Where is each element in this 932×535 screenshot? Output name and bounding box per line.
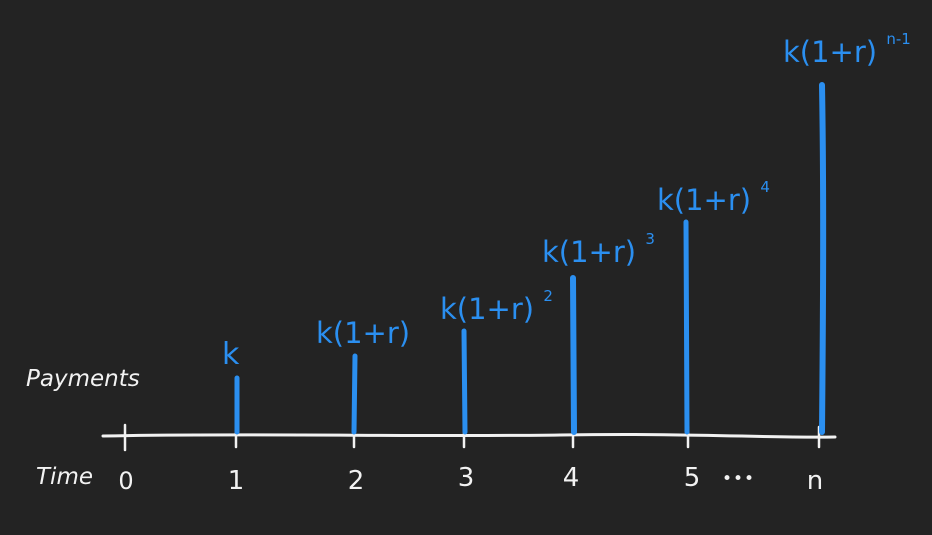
tick-label-0: 0 xyxy=(118,467,133,495)
payment-label-2-base: k(1+r) xyxy=(316,316,410,350)
payment-bars xyxy=(234,82,827,435)
payments-label: Payments xyxy=(26,366,140,392)
payment-label-3-exp: 2 xyxy=(543,287,553,305)
payment-label-n: k(1+r) n-1 xyxy=(783,30,911,69)
axis-ticks xyxy=(123,423,821,452)
payment-label-4-base: k(1+r) xyxy=(542,235,636,269)
payment-bar-3 xyxy=(461,328,468,435)
tick-label-3: 3 xyxy=(458,463,475,493)
payment-label-n-base: k(1+r) xyxy=(783,35,877,69)
payment-label-5: k(1+r) 4 xyxy=(657,178,770,217)
time-tick-labels: 0 1 2 3 4 5 n xyxy=(118,463,823,496)
payment-label-1-base: k xyxy=(222,337,240,372)
payment-label-3: k(1+r) 2 xyxy=(440,287,553,326)
payment-label-n-exp: n-1 xyxy=(886,30,910,48)
payment-bar-5 xyxy=(683,219,690,435)
time-label: Time xyxy=(36,464,93,490)
payment-bar-4 xyxy=(570,275,577,435)
tick-label-4: 4 xyxy=(563,463,580,493)
payment-bar-2 xyxy=(351,353,358,435)
payment-bar-n xyxy=(819,82,827,435)
payment-label-5-exp: 4 xyxy=(760,178,770,196)
payment-label-5-base: k(1+r) xyxy=(657,183,751,217)
time-axis xyxy=(101,433,837,439)
payment-label-4-exp: 3 xyxy=(645,230,655,248)
payment-label-4: k(1+r) 3 xyxy=(542,230,655,269)
tick-label-1: 1 xyxy=(228,466,245,496)
payment-label-1: k xyxy=(222,337,240,372)
tick-label-n: n xyxy=(807,466,823,496)
time-ellipsis: ••• xyxy=(722,469,755,489)
payment-label-3-base: k(1+r) xyxy=(440,292,534,326)
payment-labels: k k(1+r) k(1+r) 2 k(1+r) 3 k(1+r) 4 k(1+… xyxy=(222,30,911,372)
payment-label-2: k(1+r) xyxy=(316,316,410,350)
tick-label-2: 2 xyxy=(348,466,365,496)
tick-label-5: 5 xyxy=(684,463,701,493)
